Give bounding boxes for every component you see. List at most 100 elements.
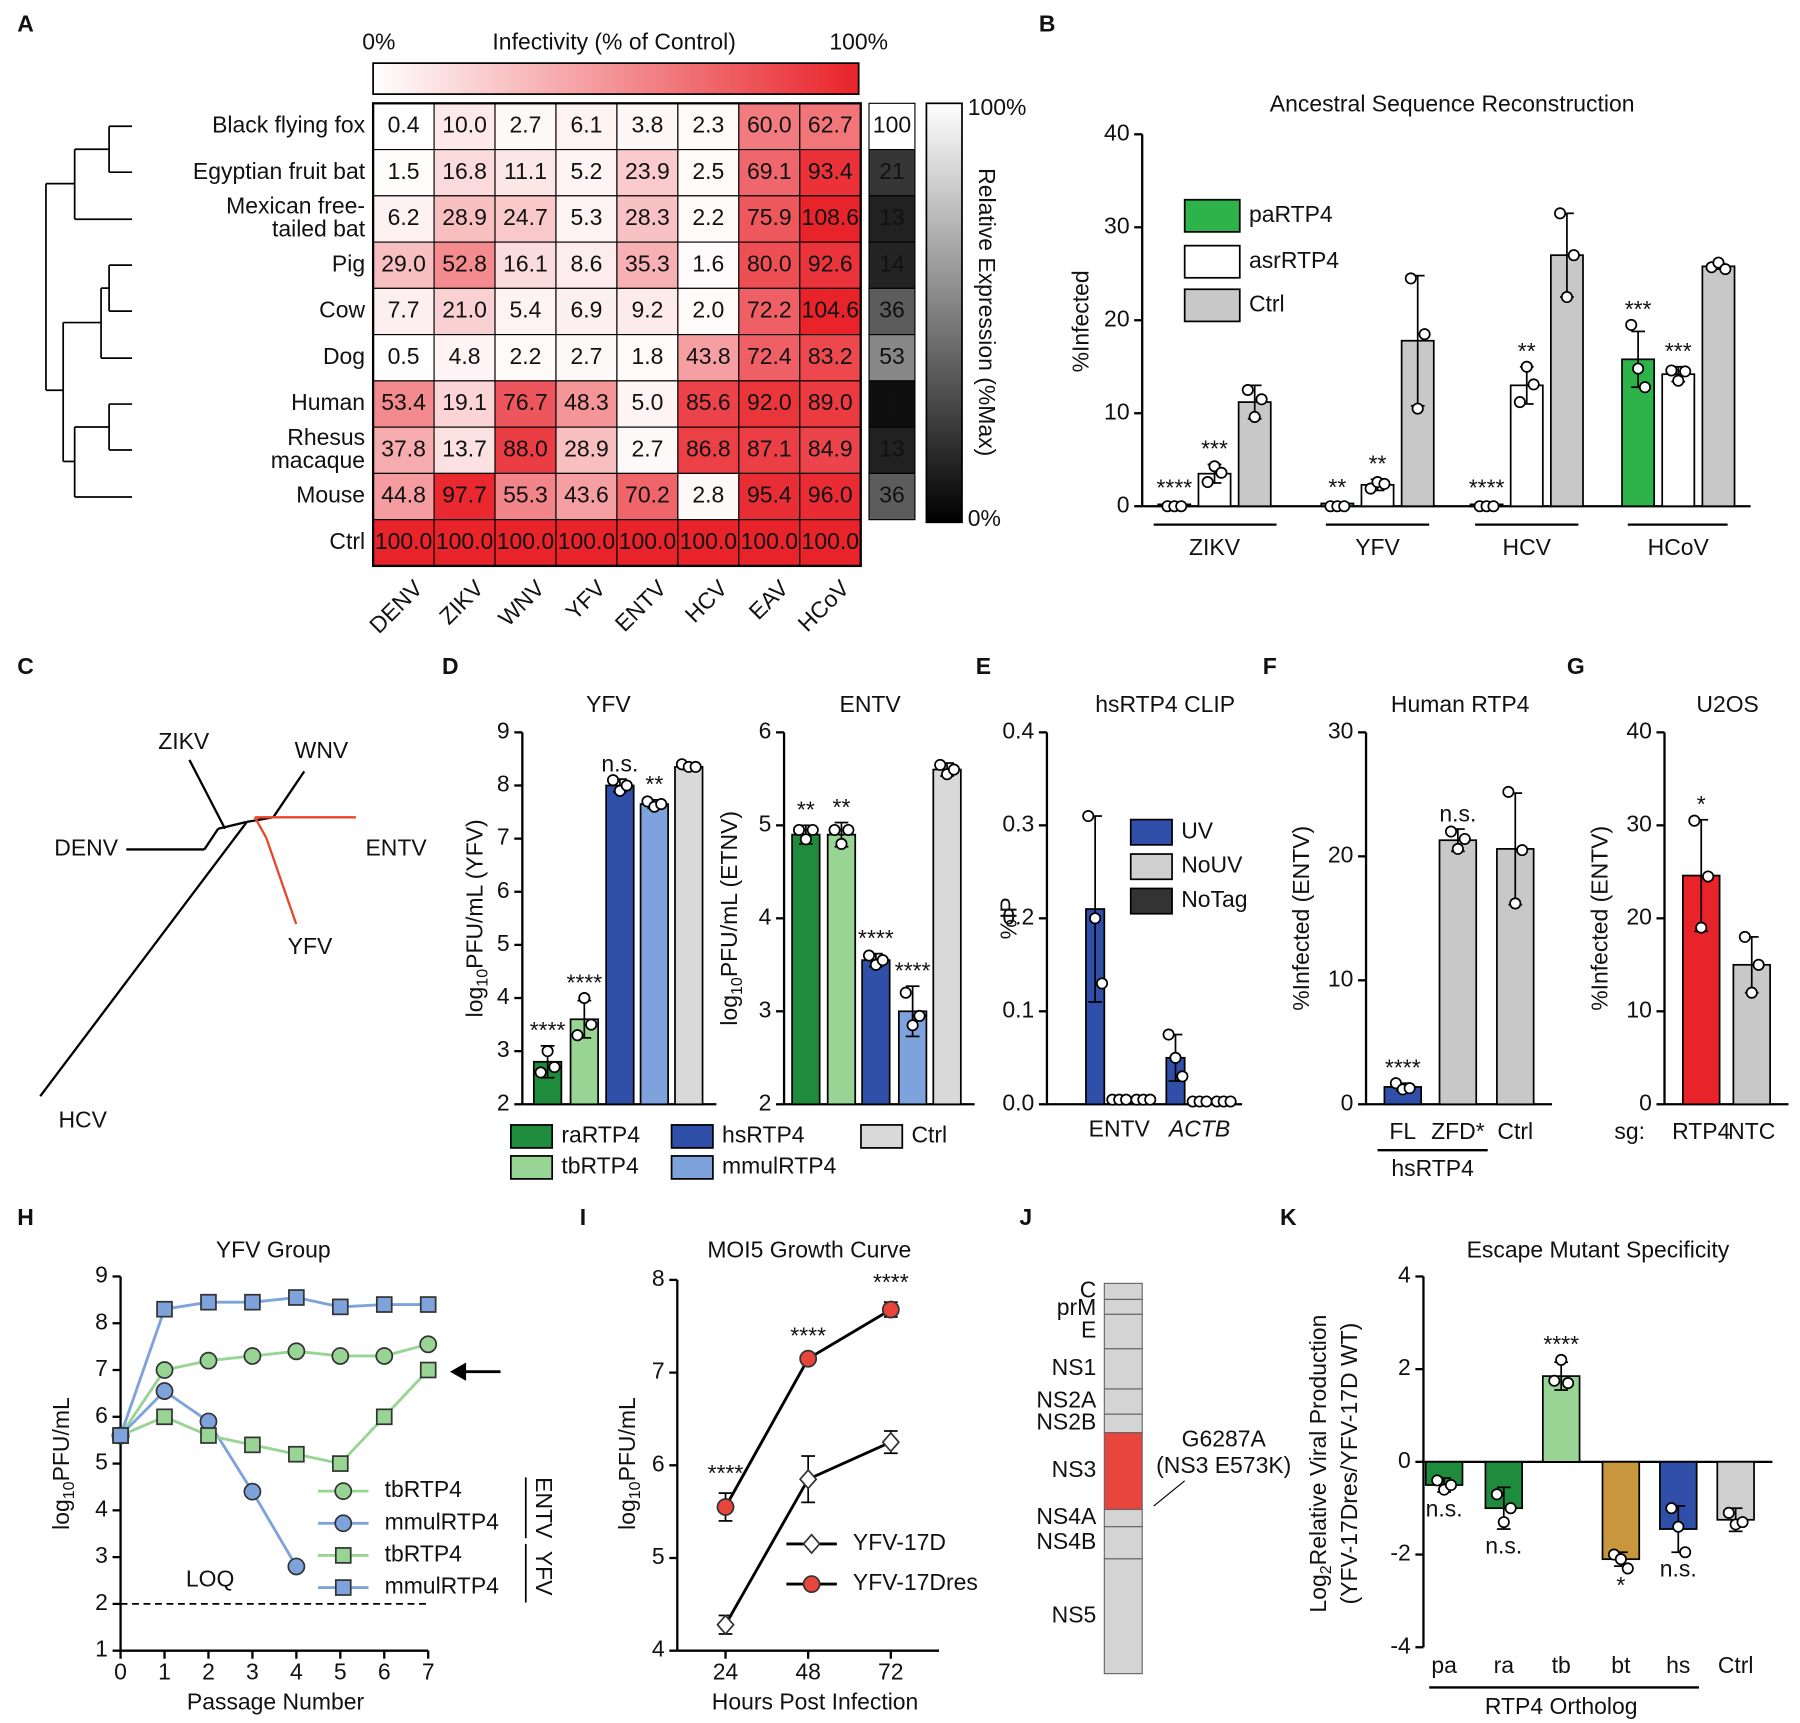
legend-label: mmulRTP4	[722, 1152, 837, 1178]
marker	[199, 1412, 218, 1431]
marker	[287, 1342, 306, 1361]
data-point	[548, 1061, 561, 1074]
significance: ****	[895, 957, 931, 983]
y-tick-label: 2	[95, 1589, 108, 1615]
heatmap-cell	[799, 472, 862, 521]
cell-label: 83.2	[808, 343, 853, 369]
y-tick-label: 7	[497, 824, 510, 850]
chart-title: YFV Group	[216, 1236, 331, 1262]
heatmap-cell	[799, 334, 862, 382]
significance: ****	[1469, 475, 1505, 501]
legend-swatch	[860, 1124, 904, 1149]
y-tick-label: 5	[497, 930, 510, 956]
panel-label: C	[17, 653, 34, 679]
legend-swatch	[510, 1124, 554, 1149]
data-point	[1548, 1374, 1561, 1387]
significance: n.s.	[1439, 800, 1476, 826]
virus-label: DENV	[54, 835, 118, 861]
cell-label: 5.3	[571, 204, 603, 230]
significance: ****	[790, 1323, 826, 1349]
heatmap-cell	[372, 195, 435, 243]
x-tick-label: ENTV	[1089, 1116, 1151, 1142]
y-tick-label: 3	[759, 996, 772, 1022]
heatmap-cell	[433, 195, 496, 243]
data-point	[1752, 958, 1765, 971]
significance: *	[1697, 791, 1706, 817]
data-point	[842, 823, 855, 837]
legend-label: paRTP4	[1249, 201, 1333, 227]
genome-segment	[1103, 1432, 1143, 1511]
significance: ****	[1543, 1331, 1579, 1357]
bar	[861, 959, 891, 1106]
cell-label: 7.7	[388, 297, 420, 323]
chart-title: Infectivity (% of Control)	[492, 29, 735, 55]
y-tick-label: 20	[1104, 305, 1130, 331]
segment-label: E	[1081, 1317, 1096, 1343]
cell-label: 23.9	[625, 158, 670, 184]
x-tick-label: ACTB	[1167, 1116, 1230, 1142]
y-tick-label: 0.2	[1002, 903, 1034, 929]
column-label: ZIKV	[434, 574, 489, 629]
y-axis-title-part: Relative Viral Production	[1305, 1315, 1331, 1566]
expression-cell	[868, 102, 916, 151]
marker	[243, 1347, 262, 1365]
data-point	[1516, 844, 1529, 857]
x-tick-label: 72	[878, 1659, 904, 1685]
panel-label: B	[1039, 10, 1056, 36]
data-point	[1215, 466, 1228, 479]
cell-label: 52.8	[442, 250, 487, 276]
column-label: HCV	[680, 574, 733, 627]
x-tick-label: 2	[202, 1659, 215, 1685]
significance: **	[833, 794, 851, 820]
marker	[287, 1557, 306, 1576]
bar	[932, 768, 962, 1106]
y-tick-label: -2	[1390, 1540, 1410, 1566]
y-tick-label: 4	[497, 983, 510, 1009]
data-point	[1560, 290, 1573, 304]
marker	[243, 1482, 262, 1501]
legend-label: NoTag	[1181, 886, 1247, 912]
column-label: WNV	[493, 574, 550, 631]
significance: **	[797, 797, 815, 823]
y-axis-title-part: 2	[1317, 1565, 1335, 1574]
data-point	[1672, 374, 1685, 387]
row-label: Mouse	[296, 482, 365, 508]
data-point	[1089, 912, 1102, 925]
cell-label: 16.8	[442, 158, 487, 184]
data-point	[1738, 930, 1751, 943]
cell-label: 1.5	[388, 158, 420, 184]
x-tick-label: 3	[246, 1659, 259, 1685]
cell-label: 43.8	[686, 343, 731, 369]
segment-label: NS3	[1052, 1456, 1097, 1482]
data-point	[876, 954, 889, 967]
cell-label: 13.7	[442, 435, 487, 461]
colorbar-label: 0%	[968, 505, 1001, 531]
significance: n.s.	[1660, 1556, 1697, 1582]
x-tick-label: YFV	[1355, 534, 1400, 560]
x-tick-label: 0	[114, 1659, 127, 1685]
heatmap-cell	[677, 102, 740, 151]
x-tick-label: 7	[422, 1659, 435, 1685]
panel-label: E	[976, 653, 991, 679]
cell-label: 43.6	[564, 482, 609, 508]
x-tick-label: 1	[158, 1659, 171, 1685]
x-tick-label: Ctrl	[1497, 1118, 1533, 1144]
heatmap-cell	[433, 472, 496, 521]
marker	[199, 1351, 218, 1370]
expression-label: 13	[879, 204, 905, 230]
data-point	[947, 763, 960, 776]
y-tick-label: 0	[1117, 491, 1130, 517]
data-point	[1614, 1553, 1627, 1566]
cell-label: 2.3	[692, 112, 724, 138]
data-point	[534, 1066, 547, 1079]
cell-label: 28.9	[564, 435, 609, 461]
y-tick-label: 0.3	[1002, 810, 1034, 836]
heatmap-cell	[738, 472, 801, 521]
data-point	[913, 1009, 926, 1022]
legend-group: ENTV	[531, 1477, 557, 1539]
data-point	[1504, 1502, 1517, 1515]
expression-label: 36	[879, 482, 905, 508]
data-point	[806, 823, 819, 837]
y-tick-label: 7	[652, 1358, 665, 1384]
group-label: RTP4 Ortholog	[1485, 1693, 1638, 1719]
